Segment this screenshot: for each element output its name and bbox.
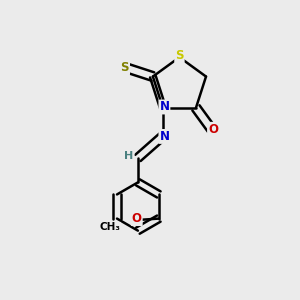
Text: S: S [121, 61, 129, 74]
Text: N: N [159, 130, 170, 143]
Text: H: H [124, 152, 134, 161]
Text: CH₃: CH₃ [100, 222, 121, 233]
Text: O: O [132, 212, 142, 225]
Text: S: S [175, 49, 184, 62]
Text: N: N [159, 100, 170, 113]
Text: O: O [208, 123, 218, 136]
